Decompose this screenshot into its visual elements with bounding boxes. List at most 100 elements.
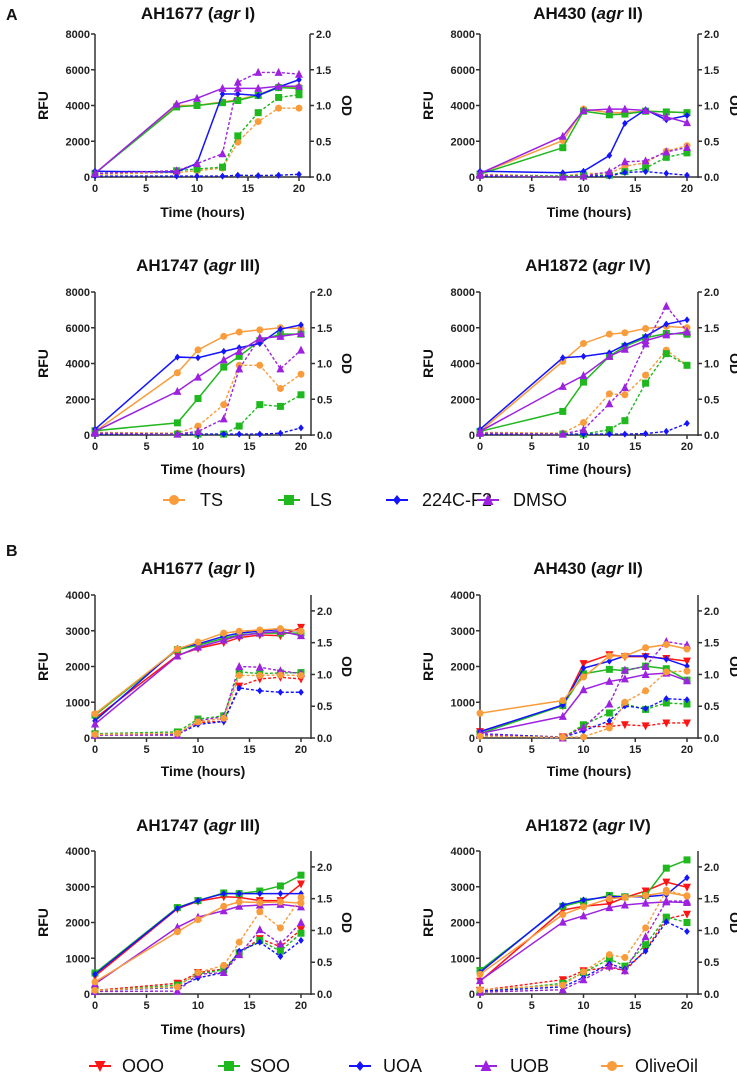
od-point (662, 641, 670, 649)
series-224c-f2 (477, 106, 690, 181)
rfu-point (684, 419, 690, 427)
rfu-point (683, 700, 691, 708)
legend-marker-square-icon (224, 1061, 234, 1071)
chart-panel-ah1677-b: AH1677 (agr I) 0 1000 2000 3000 4000 0.0 0.5 1.0… (35, 559, 355, 779)
legend-marker-diamond-icon (356, 1061, 364, 1071)
series-oliveoil (91, 893, 305, 994)
rfu-point (605, 699, 614, 708)
rfu-point (620, 665, 629, 674)
chart-title: AH1677 (agr I) (141, 4, 255, 23)
chart-title: AH1872 (agr IV) (525, 816, 651, 835)
od-line-224c-f2 (479, 108, 688, 174)
od-point (297, 631, 305, 640)
x-tick-label: 5 (143, 183, 149, 195)
title-strain: AH1677 ( (141, 4, 214, 23)
rfu-line-uob (94, 922, 302, 993)
od-point (219, 90, 226, 98)
rfu-point (620, 157, 629, 166)
left-y-axis-label: RFU (420, 908, 436, 937)
rfu-point (606, 172, 613, 180)
left-tick-label: 8000 (451, 287, 475, 299)
right-y-axis-label: OD (339, 656, 355, 677)
rfu-point (220, 961, 228, 969)
rfu-point (621, 417, 629, 425)
right-tick-label: 1.5 (704, 638, 719, 650)
right-y-axis-label: OD (727, 353, 737, 374)
right-tick-label: 1.5 (316, 65, 331, 77)
rfu-point (257, 430, 263, 438)
rfu-point (662, 147, 671, 156)
od-point (219, 906, 228, 915)
rfu-point (642, 705, 649, 713)
right-tick-label: 1.0 (704, 359, 719, 371)
rfu-point (91, 730, 99, 738)
legend-label: UOB (510, 1056, 549, 1075)
od-point (620, 344, 629, 353)
od-point (683, 883, 691, 892)
od-point (219, 99, 226, 107)
x-tick-label: 5 (143, 1000, 149, 1012)
title-agr-type: IV) (624, 816, 650, 835)
rfu-point (275, 104, 283, 112)
right-y-axis-label: OD (727, 656, 737, 677)
rfu-point (236, 684, 242, 692)
od-point (684, 112, 690, 120)
rfu-point (296, 170, 302, 178)
left-tick-label: 2000 (451, 662, 475, 674)
od-point (173, 922, 182, 931)
right-tick-label: 0.5 (317, 394, 332, 406)
right-tick-label: 2.0 (316, 29, 331, 41)
od-point (662, 108, 670, 116)
x-tick-label: 5 (529, 441, 535, 453)
od-point (579, 371, 588, 380)
series-uob (476, 636, 691, 742)
od-point (605, 351, 614, 360)
od-point (579, 911, 588, 920)
od-point (172, 99, 181, 108)
rfu-point (254, 118, 262, 126)
od-point (235, 901, 244, 910)
rfu-point (235, 668, 243, 676)
od-point (641, 336, 650, 345)
od-point (194, 638, 202, 646)
title-strain: AH1747 ( (136, 256, 209, 275)
rfu-point (173, 429, 182, 438)
rfu-point (277, 952, 284, 960)
x-tick-label: 5 (529, 744, 535, 756)
x-tick-label: 20 (681, 744, 693, 756)
left-tick-label: 2000 (451, 918, 475, 930)
left-y-axis-label: RFU (420, 652, 436, 681)
rfu-point (580, 430, 587, 438)
od-line-224c-f2 (479, 319, 688, 430)
od-point (662, 897, 671, 906)
x-axis-label: Time (hours) (161, 763, 246, 779)
rfu-point (605, 426, 613, 434)
right-y-axis-label: OD (339, 912, 355, 933)
right-tick-label: 2.0 (704, 606, 719, 618)
left-y-axis-label: RFU (420, 349, 436, 378)
right-tick-label: 0.5 (317, 701, 332, 713)
rfu-point (194, 172, 200, 180)
rfu-point (235, 171, 241, 179)
od-point (620, 674, 629, 683)
x-tick-label: 10 (577, 441, 589, 453)
x-axis-label: Time (hours) (547, 204, 632, 220)
od-point (233, 83, 242, 92)
rfu-point (276, 947, 284, 955)
right-tick-label: 1.5 (704, 323, 719, 335)
od-line-dmso (94, 85, 299, 174)
rfu-point (194, 718, 202, 726)
right-tick-label: 1.0 (317, 359, 332, 371)
title-gene: agr (598, 256, 626, 275)
od-point (219, 355, 228, 364)
x-tick-label: 10 (577, 1000, 589, 1012)
od-point (234, 96, 242, 104)
od-point (683, 676, 691, 685)
od-point (662, 330, 671, 339)
x-tick-label: 5 (143, 744, 149, 756)
od-point (255, 91, 261, 99)
legend-marker-triangle-up-icon (482, 494, 494, 505)
series-dmso (476, 301, 691, 438)
od-point (605, 903, 614, 912)
right-tick-label: 0.0 (316, 172, 331, 184)
